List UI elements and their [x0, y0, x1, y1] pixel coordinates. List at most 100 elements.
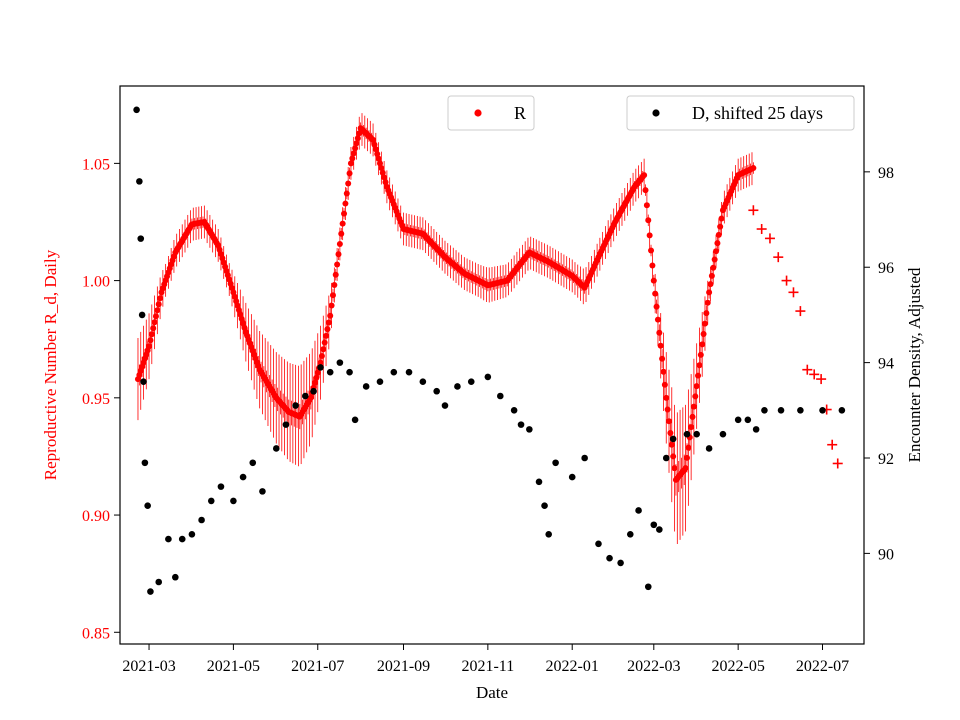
d-point [650, 521, 658, 529]
r-point [710, 264, 717, 271]
y-left-tick-label: 0.90 [82, 508, 110, 525]
r-point [317, 359, 324, 366]
r-point [323, 332, 330, 339]
y-left-tick-label: 1.00 [82, 274, 110, 291]
r-point [696, 362, 703, 369]
r-point [671, 465, 678, 472]
r-point [664, 406, 671, 413]
r-point [697, 351, 704, 358]
d-point [441, 402, 449, 409]
d-point [656, 526, 663, 533]
r-point [375, 155, 382, 162]
legend-d-marker [652, 109, 660, 117]
r-point [376, 160, 383, 167]
x-tick-label: 2022-03 [627, 658, 680, 675]
r-point [314, 369, 321, 376]
r-point [653, 303, 660, 310]
r-point [339, 220, 346, 227]
r-point [663, 394, 670, 401]
r-point [650, 277, 657, 284]
r-point [659, 355, 666, 362]
r-point [157, 295, 164, 302]
legend-r-marker [474, 109, 482, 117]
r-point [154, 307, 161, 314]
x-tick-label: 2021-03 [122, 658, 175, 675]
r-point [381, 174, 388, 181]
d-point [310, 387, 317, 395]
r-point [371, 141, 378, 148]
d-point [705, 445, 713, 452]
r-point [341, 210, 348, 217]
y-right-tick-label: 98 [878, 165, 894, 182]
r-point [645, 217, 652, 224]
d-point [147, 588, 154, 595]
r-point [342, 200, 349, 207]
d-point [302, 392, 309, 400]
r-point [648, 247, 655, 254]
y-right-tick-label: 92 [878, 451, 894, 468]
r-point [354, 135, 361, 142]
r-point [338, 230, 345, 237]
y-left-tick-label: 1.05 [82, 156, 110, 173]
x-tick-label: 2021-05 [207, 658, 260, 675]
d-point [669, 435, 677, 443]
axis-ticks: 2021-03 2021-05 2021-07 2021-09 2021-11 2022-… [82, 156, 894, 675]
legend-d-label: D, shifted 25 days [692, 103, 823, 123]
r-point [318, 352, 325, 359]
d-point [165, 535, 172, 543]
r-forecast-point [809, 369, 820, 380]
d-point [144, 502, 151, 509]
r-point [646, 232, 653, 239]
r-point [670, 453, 677, 460]
d-point [133, 106, 140, 114]
r-point [668, 441, 675, 448]
d-point [198, 516, 205, 524]
d-series [133, 106, 846, 595]
d-point [433, 387, 440, 395]
r-point [334, 261, 341, 268]
r-point [717, 223, 724, 230]
r-point [347, 160, 354, 167]
x-axis-title: Date [476, 683, 508, 702]
r-point [346, 170, 353, 177]
y-left-axis-title: Reproductive Number R_d, Daily [41, 249, 60, 480]
r-point [700, 331, 707, 337]
r-point [349, 155, 356, 162]
r-forecast-point [816, 374, 827, 385]
r-forecast-point [781, 275, 792, 286]
d-point [405, 368, 413, 376]
r-forecast-point [795, 306, 806, 317]
r-point [152, 313, 159, 320]
r-point [701, 320, 708, 327]
r-point [661, 381, 668, 388]
r-forecast-point [832, 458, 843, 469]
r-forecast-point [802, 364, 813, 375]
r-point [352, 145, 359, 152]
d-point [467, 378, 475, 385]
d-point [545, 531, 552, 538]
r-point [707, 281, 714, 288]
d-point [376, 378, 384, 385]
d-point [838, 407, 846, 414]
d-point [777, 407, 785, 414]
r-point [688, 424, 695, 431]
r-point [654, 316, 661, 323]
r-point [382, 179, 389, 186]
plot-frame [119, 85, 865, 645]
r-point [703, 310, 710, 317]
legend-r: R [447, 95, 535, 131]
d-point [535, 478, 543, 486]
r-series [134, 125, 757, 483]
r-point [706, 289, 713, 296]
d-point [819, 407, 826, 414]
r-forecast-point [764, 233, 775, 244]
r-point [750, 165, 757, 172]
x-tick-label: 2022-05 [711, 658, 764, 675]
d-point [635, 507, 642, 514]
d-point [362, 383, 370, 390]
legend-d: D, shifted 25 days [626, 95, 855, 131]
r-point [343, 190, 350, 197]
r-point [683, 454, 690, 461]
d-point [606, 554, 613, 562]
legend-r-label: R [514, 103, 526, 123]
